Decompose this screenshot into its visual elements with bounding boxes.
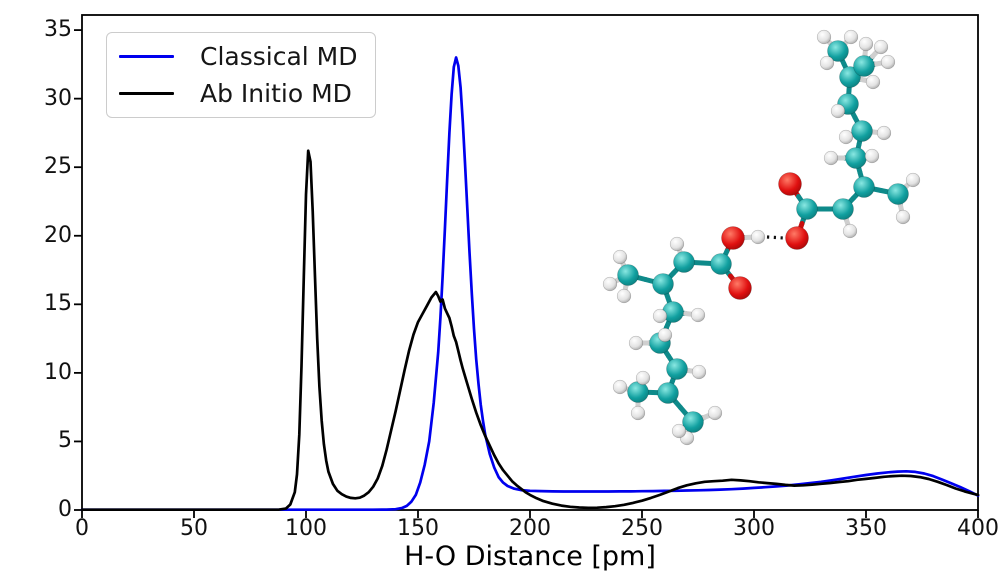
hydrogen-atom — [707, 405, 723, 421]
hydrogen-atom — [630, 405, 646, 421]
oxygen-atom — [785, 226, 809, 250]
y-tick-label: 0 — [58, 497, 72, 522]
x-tick-label: 350 — [845, 516, 887, 541]
x-tick-label: 400 — [957, 516, 999, 541]
carbon-atom — [652, 273, 674, 295]
x-tick-label: 50 — [180, 516, 208, 541]
y-tick-label: 25 — [44, 154, 72, 180]
legend: Classical MD Ab Initio MD — [106, 32, 376, 118]
hydrogen-atom — [864, 148, 880, 164]
hydrogen-atom — [865, 74, 881, 90]
legend-item-ab-initio-md: Ab Initio MD — [119, 78, 363, 108]
hydrogen-atom — [843, 29, 859, 45]
hydrogen-atom — [876, 125, 892, 141]
carbon-atom — [796, 198, 818, 220]
hydrogen-atom — [858, 36, 874, 52]
y-tick-label: 5 — [58, 428, 72, 454]
x-tick-label: 150 — [397, 516, 439, 541]
hydrogen-bond-dotted-line — [766, 235, 785, 240]
legend-line-sample-ab-initio — [119, 91, 174, 95]
series-line-ab-initio-md — [80, 149, 980, 512]
y-tick-label: 35 — [44, 17, 72, 43]
series-line-classical-md — [80, 56, 980, 512]
carbon-atom — [666, 358, 688, 380]
carbon-atom — [851, 120, 873, 142]
hydrogen-atom — [830, 103, 846, 119]
hydrogen-atom — [905, 172, 921, 188]
legend-item-classical-md: Classical MD — [119, 43, 363, 71]
hydrogen-atom — [823, 150, 839, 166]
hydrogen-atom — [690, 307, 706, 323]
hydrogen-atom — [895, 209, 911, 225]
hydrogen-atom — [652, 308, 668, 324]
x-tick-label: 200 — [509, 516, 551, 541]
carbon-atom — [887, 183, 909, 205]
carbon-atom — [827, 40, 849, 62]
legend-label-classical-md: Classical MD — [200, 42, 358, 71]
hydrogen-atom — [602, 276, 618, 292]
oxygen-atom — [721, 226, 745, 250]
hydrogen-atom — [612, 249, 628, 265]
y-tick-label: 20 — [44, 222, 72, 248]
x-tick-label: 0 — [75, 516, 89, 541]
carbon-atom — [853, 176, 875, 198]
carbon-atom — [617, 264, 639, 286]
carbon-atom — [853, 55, 875, 77]
carbon-atom — [682, 411, 704, 433]
x-tick-label: 300 — [733, 516, 775, 541]
carbon-atom — [832, 198, 854, 220]
carbon-atom — [710, 253, 732, 275]
molecule-inset — [602, 29, 921, 446]
oxygen-atom — [778, 172, 802, 196]
hydrogen-atom — [838, 129, 854, 145]
hydrogen-atom — [669, 236, 685, 252]
y-tick-label: 30 — [44, 85, 72, 111]
hydrogen-atom — [635, 370, 651, 386]
x-tick-label: 100 — [285, 516, 327, 541]
y-tick-label: 10 — [44, 359, 72, 385]
legend-label-ab-initio-md: Ab Initio MD — [200, 78, 352, 108]
carbon-atom — [673, 251, 695, 273]
hydrogen-atom — [671, 423, 687, 439]
hydrogen-atom — [691, 364, 707, 380]
hydrogen-atom — [612, 379, 628, 395]
hydrogen-atom — [873, 39, 889, 55]
x-tick-label: 250 — [621, 516, 663, 541]
hydrogen-atom — [819, 55, 835, 71]
y-tick-label: 15 — [44, 291, 72, 317]
hydrogen-atom — [616, 288, 632, 304]
hydrogen-atom — [880, 54, 896, 70]
oxygen-atom — [728, 276, 752, 300]
hydrogen-atom — [750, 229, 766, 245]
hydrogen-atom — [657, 327, 673, 343]
hydrogen-atom — [816, 29, 832, 45]
carbon-atom — [657, 382, 679, 404]
hydrogen-atom — [842, 223, 858, 239]
hydrogen-atom — [628, 335, 644, 351]
carbon-atom — [845, 147, 867, 169]
x-axis-title: H-O Distance [pm] — [404, 541, 656, 572]
legend-line-sample-classical — [119, 55, 174, 59]
